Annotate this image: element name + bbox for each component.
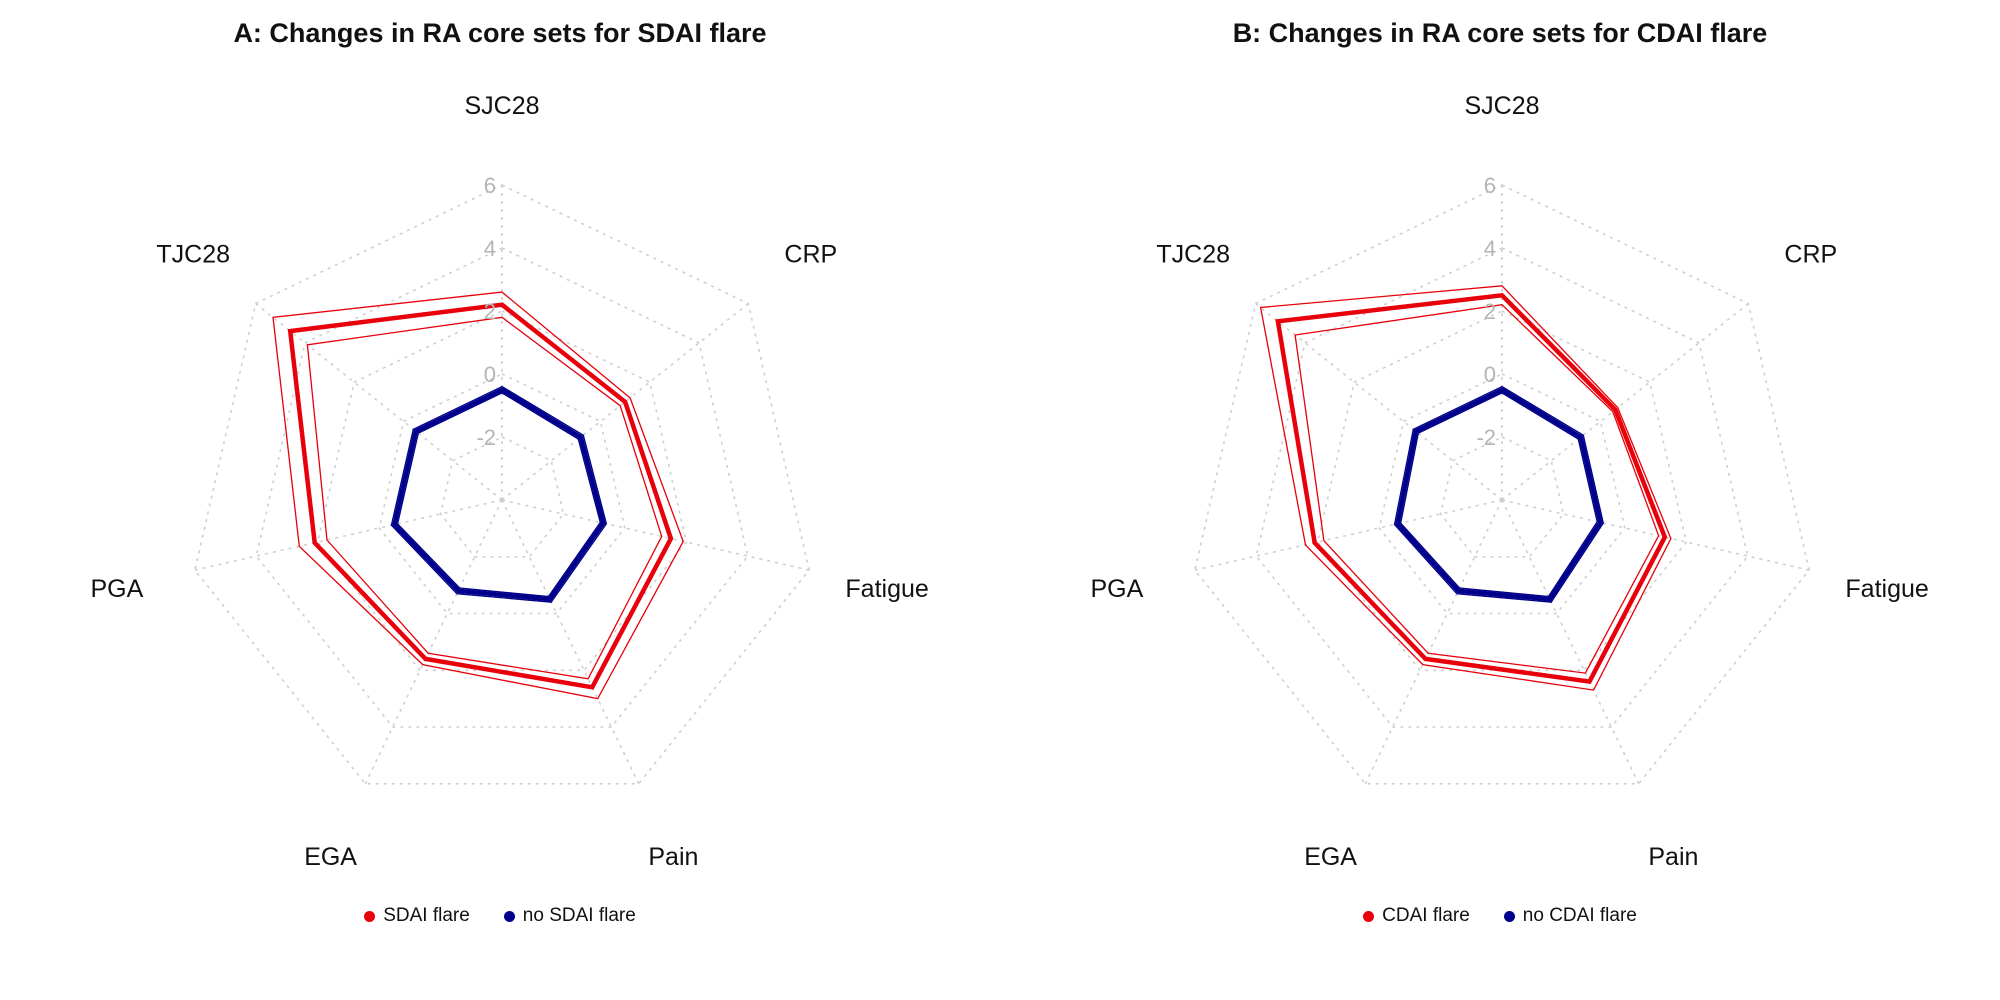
axis-label: CRP — [784, 241, 837, 269]
tick-label: 0 — [484, 362, 496, 387]
axis-label: SJC28 — [464, 92, 539, 120]
legend-item-no-flare: no CDAI flare — [1503, 905, 1637, 927]
radar-chart-b: -2 0 2 4 6 SJC28 CRP Fatigue Pain EGA PGA TJC28 — [1091, 92, 1929, 871]
axis-label: EGA — [1304, 843, 1357, 871]
axis-label: EGA — [304, 843, 357, 871]
tick-label: 2 — [484, 299, 496, 324]
legend-item-no-flare: no SDAI flare — [503, 905, 636, 927]
radar-panel-b: B: Changes in RA core sets for CDAI flar… — [1000, 0, 2000, 1000]
series-upper-bound — [390, 385, 608, 603]
series-upper-bound — [1393, 385, 1604, 603]
grid-ring — [194, 184, 810, 785]
legend-label-flare: SDAI flare — [383, 905, 470, 926]
legend-dot-flare — [364, 910, 376, 922]
tick-label: -2 — [1476, 425, 1496, 450]
axis-label: TJC28 — [156, 241, 230, 269]
series-lower-bound — [306, 316, 663, 680]
grid-ring — [439, 436, 565, 558]
tick-label: 6 — [1484, 173, 1496, 198]
legend-label-flare: CDAI flare — [1382, 905, 1470, 926]
series-line — [1275, 292, 1668, 685]
axis-label: Fatigue — [1845, 575, 1928, 603]
axis-label: CRP — [1784, 241, 1837, 269]
legend: CDAI flare no CDAI flare — [1000, 905, 2000, 927]
series-lower-bound — [396, 392, 602, 598]
grid-ring — [1439, 436, 1565, 558]
radar-chart-a: -2 0 2 4 6 SJC28 CRP Fatigue Pain EGA PGA TJC28 — [91, 92, 929, 871]
series-lower-bound — [1294, 304, 1660, 674]
legend-item-flare: CDAI flare — [1363, 905, 1470, 927]
legend-dot-no-flare — [503, 910, 515, 922]
tick-label: 4 — [484, 236, 496, 261]
grid-spoke — [501, 499, 810, 571]
grid-spoke — [364, 499, 503, 785]
axis-label: TJC28 — [1156, 241, 1230, 269]
grid-spoke — [194, 499, 503, 571]
axis-label: Fatigue — [845, 575, 928, 603]
legend-label-no-flare: no CDAI flare — [1522, 905, 1637, 926]
radar-panel-a: A: Changes in RA core sets for SDAI flar… — [0, 18, 1000, 927]
axis-label: PGA — [91, 575, 144, 603]
grid-ring — [1194, 184, 1810, 785]
legend: SDAI flare no SDAI flare — [0, 905, 1000, 927]
legend-dot-flare — [1363, 910, 1375, 922]
chart-title: A: Changes in RA core sets for SDAI flar… — [233, 18, 767, 48]
tick-label: 2 — [1484, 299, 1496, 324]
series-upper-bound — [272, 291, 684, 700]
legend-item-flare: SDAI flare — [364, 905, 470, 927]
series-line — [287, 302, 674, 690]
legend-dot-no-flare — [1503, 910, 1515, 922]
grid-spoke — [1194, 499, 1503, 571]
tick-label: 6 — [484, 173, 496, 198]
legend-label-no-flare: no SDAI flare — [522, 905, 636, 926]
series-line — [392, 387, 606, 602]
series-upper-bound — [1259, 285, 1672, 691]
grid-spoke — [1364, 499, 1503, 785]
tick-label: 0 — [1484, 362, 1496, 387]
axis-label: Pain — [1648, 843, 1698, 871]
series-line — [1395, 387, 1603, 602]
series-lower-bound — [1399, 392, 1598, 598]
tick-label: -2 — [476, 425, 496, 450]
axis-label: SJC28 — [1464, 92, 1539, 120]
tick-label: 4 — [1484, 236, 1496, 261]
axis-label: Pain — [648, 843, 698, 871]
axis-label: PGA — [1091, 575, 1144, 603]
chart-title: B: Changes in RA core sets for CDAI flar… — [1232, 18, 1768, 48]
